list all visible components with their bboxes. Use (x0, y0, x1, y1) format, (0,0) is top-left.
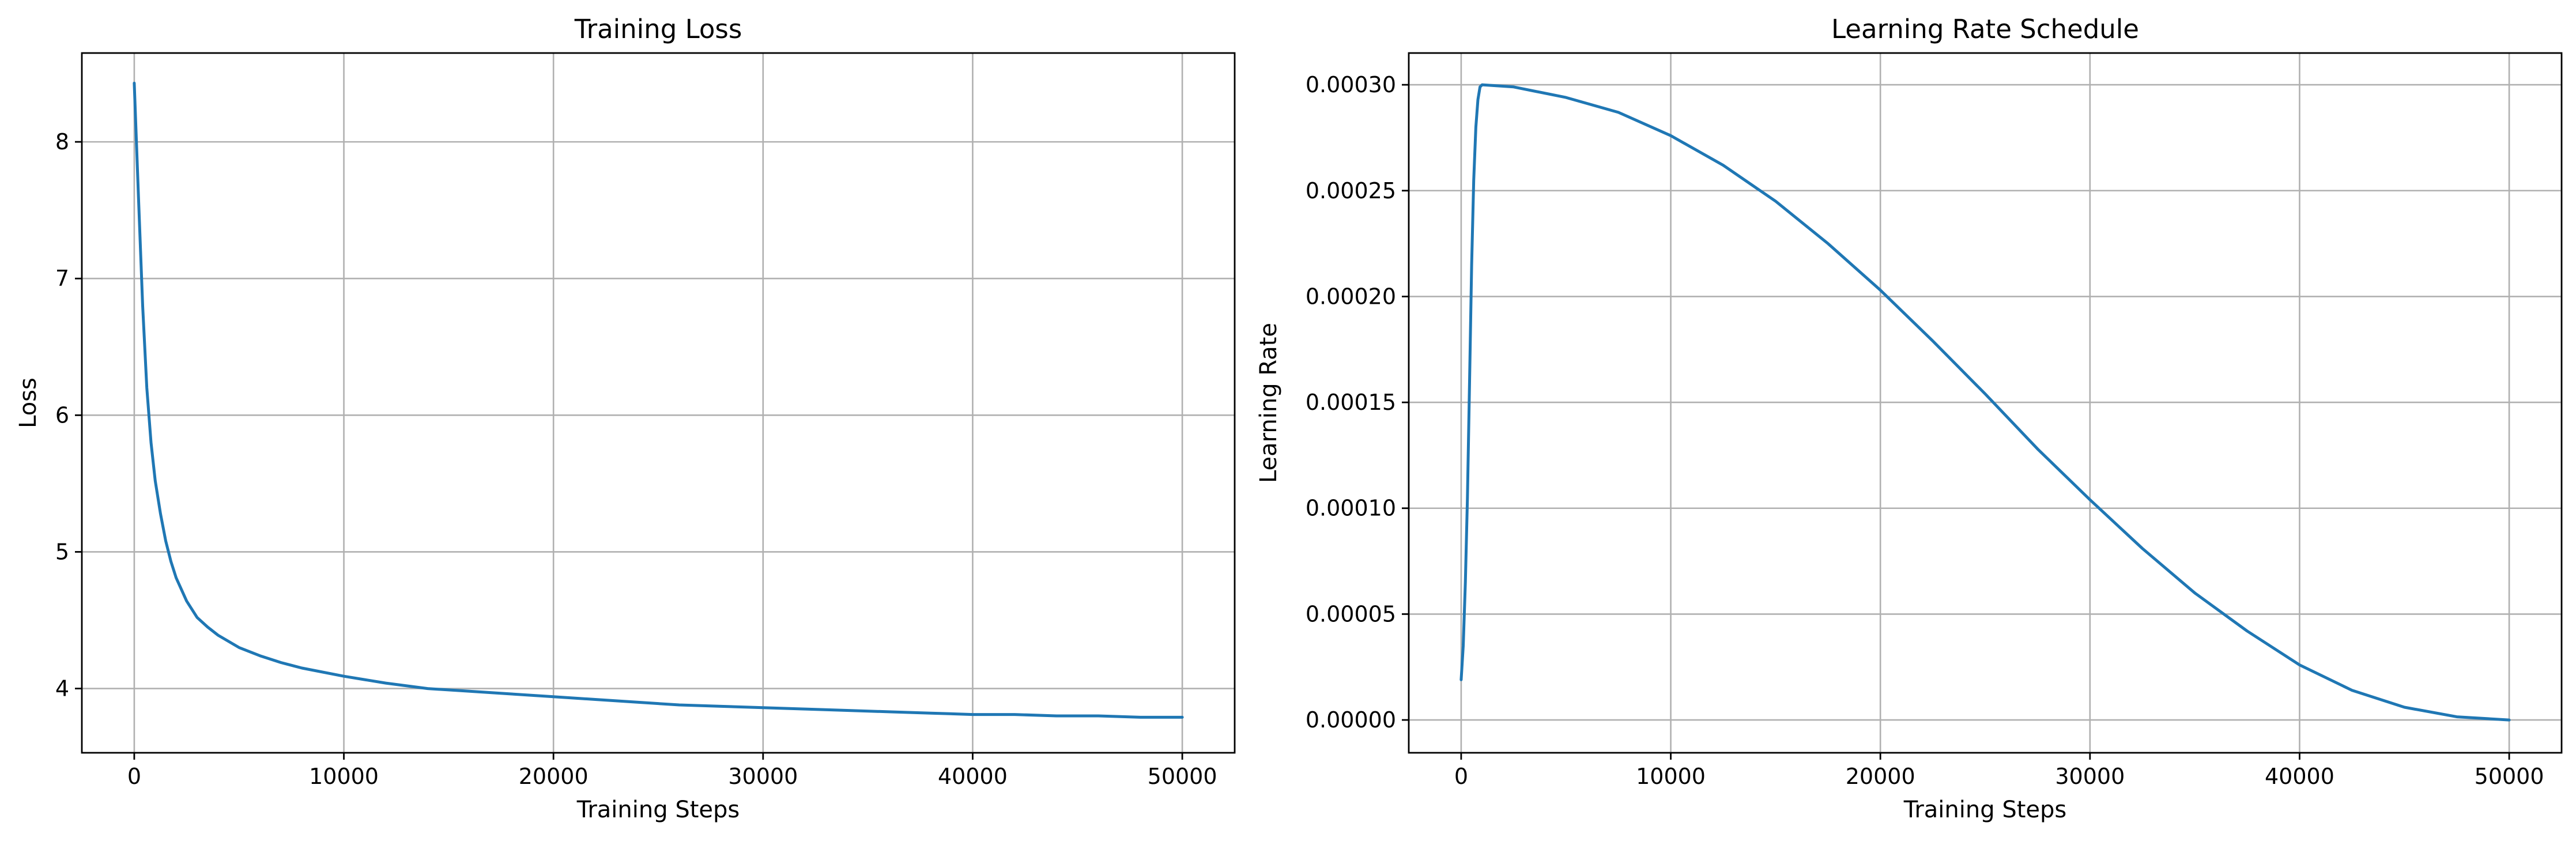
plot-frame (81, 52, 1236, 754)
x-tick-label: 50000 (1148, 764, 1217, 789)
y-tick-label: 8 (55, 129, 69, 154)
x-tick-label: 50000 (2475, 764, 2544, 789)
y-tick-label: 7 (55, 266, 69, 291)
x-axis-label: Training Steps (1903, 797, 2066, 823)
y-tick-label: 0.00025 (1306, 178, 1396, 203)
chart-learning-rate-schedule: 0 10000 20000 30000 40000 50000 0.00000 0.00005… (1255, 14, 2563, 823)
chart-training-loss: 0 10000 20000 30000 40000 50000 4 5 6 7 8 Training … (15, 14, 1236, 823)
series-line (1459, 83, 2511, 722)
x-tick-label: 0 (1454, 764, 1468, 789)
y-tick-label: 0.00010 (1306, 496, 1396, 521)
x-tick-label: 0 (127, 764, 141, 789)
series-line (133, 81, 1184, 719)
x-axis-label: Training Steps (576, 797, 740, 823)
chart-title: Learning Rate Schedule (1831, 14, 2139, 44)
x-tick-label: 20000 (1846, 764, 1915, 789)
y-tick-label: 0.00000 (1306, 707, 1396, 733)
x-tick-label: 30000 (728, 764, 798, 789)
y-axis-label: Learning Rate (1255, 323, 1282, 483)
x-tick-label: 10000 (309, 764, 379, 789)
y-tick-label: 4 (55, 676, 69, 701)
y-axis-label: Loss (15, 378, 42, 428)
chart-title: Training Loss (574, 14, 742, 44)
y-tick-label: 0.00015 (1306, 390, 1396, 415)
x-tick-label: 20000 (519, 764, 589, 789)
x-tick-label: 40000 (938, 764, 1008, 789)
y-tick-label: 0.00020 (1306, 284, 1396, 309)
y-tick-label: 0.00005 (1306, 601, 1396, 627)
y-tick-label: 6 (55, 402, 69, 428)
x-tick-label: 40000 (2265, 764, 2334, 789)
x-tick-label: 30000 (2055, 764, 2125, 789)
x-tick-label: 10000 (1636, 764, 1706, 789)
y-tick-label: 0.00030 (1306, 72, 1396, 97)
y-tick-label: 5 (55, 539, 69, 564)
